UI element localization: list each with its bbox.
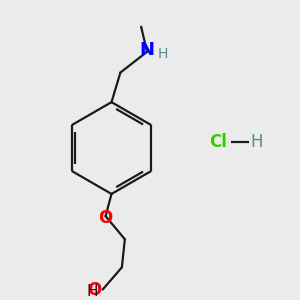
Text: N: N: [140, 41, 154, 59]
Text: Cl: Cl: [209, 133, 227, 151]
Text: O: O: [98, 208, 113, 226]
Text: O: O: [87, 280, 101, 298]
Text: H: H: [250, 133, 263, 151]
Text: H: H: [86, 284, 98, 298]
Text: H: H: [157, 47, 168, 61]
